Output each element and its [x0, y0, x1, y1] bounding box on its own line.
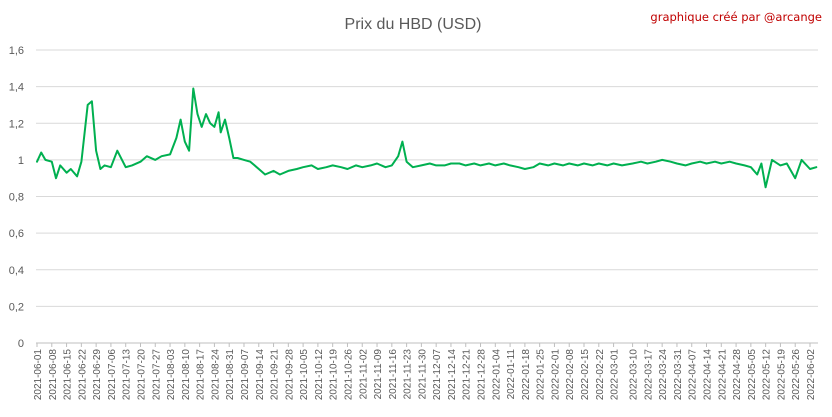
- x-tick-label: 2021-10-26: [343, 349, 354, 401]
- x-tick-label: 2022-02-15: [580, 349, 591, 401]
- x-tick-label: 2022-03-24: [658, 349, 669, 401]
- x-tick-label: 2022-01-04: [491, 349, 502, 401]
- y-tick-label: 1,4: [9, 82, 24, 94]
- x-tick-label: 2021-11-30: [417, 349, 428, 400]
- x-tick-label: 2021-08-31: [225, 349, 236, 401]
- x-tick-label: 2022-01-18: [521, 349, 532, 401]
- x-tick-label: 2022-03-31: [673, 349, 684, 401]
- y-axis-ticks: 0 0,2 0,4 0,6 0,8 1 1,2 1,4 1,6: [9, 45, 24, 350]
- x-tick-label: 2021-12-14: [447, 349, 458, 401]
- x-tick-label: 2021-06-29: [92, 349, 103, 401]
- x-tick-label: 2021-07-27: [151, 349, 162, 401]
- x-tick-label: 2022-06-02: [806, 349, 817, 401]
- x-tick-label: 2021-10-12: [314, 349, 325, 401]
- x-tick-label: 2021-12-28: [477, 349, 488, 401]
- x-tick-label: 2021-11-16: [388, 349, 399, 400]
- x-tick-label: 2022-01-11: [506, 349, 517, 400]
- x-tick-label: 2022-02-01: [550, 349, 561, 401]
- chart-title: Prix du HBD (USD): [345, 16, 482, 33]
- y-tick-label: 1,2: [9, 118, 24, 130]
- x-tick-label: 2022-03-17: [643, 349, 654, 401]
- x-tick-label: 2021-07-13: [122, 349, 133, 401]
- x-tick-label: 2021-06-01: [33, 349, 44, 401]
- x-axis-ticks: 2021-06-01 2021-06-08 2021-06-15 2021-06-22…: [33, 343, 817, 400]
- x-tick-label: 2022-05-19: [776, 349, 787, 401]
- series-layer: [36, 87, 818, 189]
- x-tick-label: 2021-09-07: [240, 349, 251, 401]
- x-tick-label: 2022-04-14: [703, 349, 714, 401]
- x-tick-label: 2021-06-15: [63, 349, 74, 401]
- y-tick-label: 1,6: [9, 45, 24, 57]
- x-tick-label: 2021-08-17: [196, 349, 207, 401]
- y-tick-label: 0,6: [9, 228, 24, 240]
- x-tick-label: 2021-08-24: [210, 349, 221, 401]
- x-tick-label: 2021-12-07: [432, 349, 443, 401]
- x-tick-label: 2022-05-05: [747, 349, 758, 401]
- x-tick-label: 2021-09-14: [255, 349, 266, 401]
- x-tick-label: 2021-11-02: [358, 349, 369, 400]
- x-tick-label: 2022-02-08: [565, 349, 576, 401]
- x-tick-label: 2022-01-25: [536, 349, 547, 401]
- x-tick-label: 2022-04-07: [688, 349, 699, 401]
- y-tick-label: 0,8: [9, 192, 24, 204]
- x-tick-label: 2021-12-21: [462, 349, 473, 401]
- x-tick-label: 2021-10-05: [299, 349, 310, 401]
- series-line: [36, 87, 818, 189]
- y-tick-label: 0,2: [9, 301, 24, 313]
- chart-credit: graphique créé par @arcange: [650, 10, 822, 24]
- x-tick-label: 2022-04-21: [717, 349, 728, 401]
- x-tick-label: 2022-04-28: [732, 349, 743, 401]
- x-tick-label: 2021-07-20: [136, 349, 147, 401]
- x-tick-label: 2021-09-21: [270, 349, 281, 401]
- y-tick-label: 0: [18, 338, 24, 350]
- x-tick-label: 2021-06-08: [48, 349, 59, 401]
- x-tick-label: 2021-06-22: [77, 349, 88, 401]
- x-tick-label: 2021-09-28: [284, 349, 295, 401]
- x-tick-label: 2021-10-19: [329, 349, 340, 401]
- x-tick-label: 2022-03-10: [629, 349, 640, 401]
- x-tick-label: 2021-08-10: [181, 349, 192, 401]
- y-tick-label: 0,4: [9, 265, 24, 277]
- y-tick-label: 1: [18, 155, 24, 167]
- x-tick-label: 2022-05-26: [791, 349, 802, 401]
- x-tick-label: 2021-11-23: [403, 349, 414, 400]
- gridlines: [36, 49, 818, 344]
- x-tick-label: 2021-11-09: [373, 349, 384, 400]
- x-tick-label: 2021-08-03: [166, 349, 177, 401]
- x-tick-label: 2021-07-06: [107, 349, 118, 401]
- x-tick-label: 2022-05-12: [762, 349, 773, 401]
- x-tick-label: 2022-02-22: [595, 349, 606, 401]
- x-tick-label: 2022-03-01: [610, 349, 621, 401]
